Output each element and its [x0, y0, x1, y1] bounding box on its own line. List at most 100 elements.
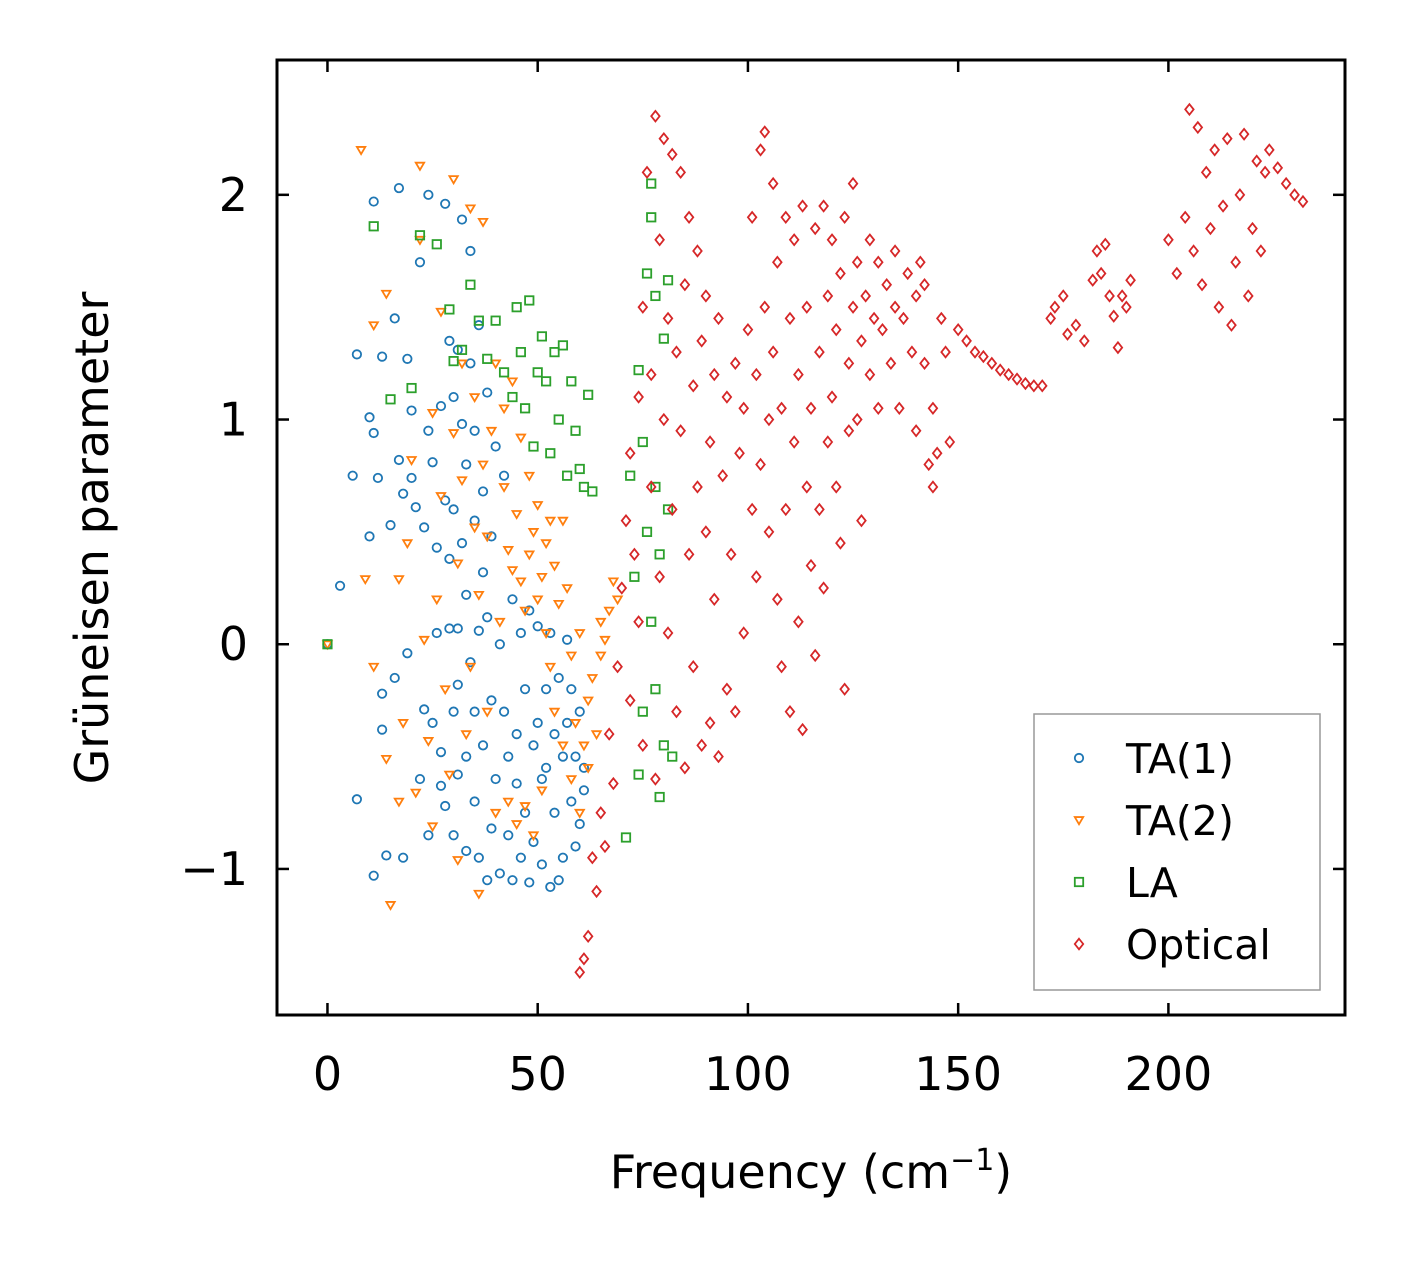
ta-2-point [565, 775, 578, 786]
la-point [667, 751, 678, 762]
ta-1-point [423, 830, 434, 841]
ta-2-point [485, 426, 498, 437]
la-point [448, 356, 459, 367]
ta-1-point [482, 387, 493, 398]
la-point [646, 178, 657, 189]
ta-1-point [389, 313, 400, 324]
ta-1-point [377, 688, 388, 699]
optical-point [658, 412, 670, 427]
optical-point [1028, 379, 1040, 393]
optical-point [872, 401, 884, 415]
legend-label: LA [1126, 859, 1178, 907]
ta-1-point [461, 751, 472, 762]
la-point [553, 414, 564, 425]
optical-point [742, 322, 754, 337]
la-point [629, 571, 640, 582]
optical-point [1125, 273, 1136, 287]
optical-point [1272, 161, 1284, 175]
optical-point [713, 311, 724, 326]
ta-1-point [414, 773, 426, 785]
optical-point [780, 210, 792, 224]
optical-point [633, 390, 644, 404]
axis-ticks: 0 50 100 150 200 −1 0 1 2 [180, 60, 1345, 1101]
ta-1-point [507, 875, 518, 886]
optical-point [1263, 143, 1275, 157]
ta-1-point [536, 773, 547, 785]
ta-2-point [477, 460, 489, 471]
optical-point [843, 424, 855, 438]
x-tick-label: 0 [313, 1047, 342, 1101]
ta-1-point [473, 625, 484, 636]
optical-point [725, 547, 737, 562]
optical-point [759, 300, 771, 314]
optical-point [885, 356, 897, 371]
ta-2-point [603, 606, 615, 617]
la-point [620, 832, 632, 843]
la-point [541, 376, 552, 387]
optical-point [721, 682, 733, 696]
ta-1-point [503, 830, 514, 841]
la-point [641, 268, 653, 279]
optical-point [1070, 318, 1082, 332]
optical-point [826, 233, 838, 247]
optical-point [902, 266, 914, 281]
ta-1-point [490, 441, 501, 452]
optical-point [675, 424, 687, 438]
ta-2-point [494, 617, 506, 628]
legend-label: TA(2) [1125, 797, 1234, 845]
ta-1-point [461, 459, 472, 470]
optical-point [633, 615, 644, 629]
optical-point [612, 660, 623, 674]
optical-point [923, 457, 935, 472]
optical-point [914, 255, 926, 269]
ta-1-point [444, 553, 455, 564]
la-point [654, 791, 665, 803]
ta-1-point [368, 870, 379, 881]
optical-point [822, 435, 834, 449]
ta-2-point [489, 808, 502, 819]
ta-2-point [481, 707, 494, 718]
ta-2-point [418, 635, 430, 646]
optical-point [624, 446, 636, 460]
ta-2-point [519, 802, 531, 812]
optical-point [738, 401, 750, 415]
legend-label: TA(1) [1125, 735, 1234, 783]
optical-point [856, 334, 867, 348]
optical-point [1087, 273, 1099, 287]
ta-2-point [607, 577, 620, 588]
ta-1-point [393, 454, 405, 466]
ta-1-point [419, 704, 430, 715]
optical-point [1121, 300, 1132, 314]
la-point [528, 441, 539, 452]
ta-1-point [498, 470, 510, 481]
ta-1-point [351, 794, 362, 805]
ta-2-point [409, 788, 422, 799]
ta-1-point [435, 780, 447, 791]
ta-2-point [367, 662, 380, 673]
ta-2-point [582, 763, 594, 774]
optical-point [1112, 340, 1124, 355]
optical-point [713, 749, 724, 764]
optical-point [1289, 188, 1300, 202]
optical-point [772, 592, 783, 606]
ta-1-point [444, 335, 455, 346]
legend-marker [1073, 937, 1085, 951]
ta-1-point [524, 877, 535, 888]
la-point [570, 425, 581, 436]
la-point [406, 382, 417, 394]
la-point [566, 376, 577, 387]
ta-2-point [468, 523, 481, 534]
ta-2-point [384, 901, 397, 911]
ta-1-point [393, 182, 405, 194]
la-point [650, 290, 661, 302]
optical-point [1078, 334, 1090, 348]
ta-2-point [481, 532, 494, 543]
ta-1-point [566, 796, 577, 807]
la-point [583, 389, 594, 400]
optical-point [671, 345, 682, 359]
optical-point [851, 412, 863, 427]
ta-1-point [452, 623, 463, 634]
legend-marker [1073, 876, 1085, 888]
ta-2-point [422, 737, 435, 747]
optical-point [738, 626, 750, 640]
